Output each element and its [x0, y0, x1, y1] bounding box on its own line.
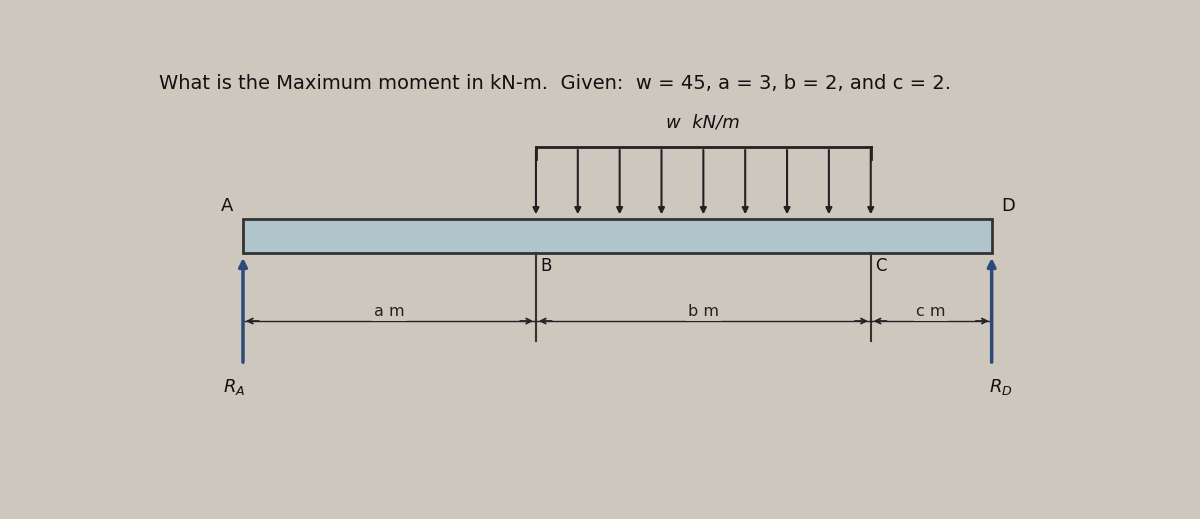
Text: What is the Maximum moment in kN-m.  Given:  w = 45, a = 3, b = 2, and c = 2.: What is the Maximum moment in kN-m. Give…	[160, 74, 952, 93]
Text: $R_A$: $R_A$	[222, 377, 245, 397]
Text: a m: a m	[374, 304, 404, 319]
Text: A: A	[221, 197, 234, 215]
Text: B: B	[540, 257, 552, 275]
Text: $R_D$: $R_D$	[989, 377, 1013, 397]
Text: w  kN/m: w kN/m	[666, 113, 740, 131]
Text: C: C	[876, 257, 887, 275]
Text: b m: b m	[688, 304, 719, 319]
Text: D: D	[1001, 197, 1015, 215]
Bar	[242, 219, 991, 253]
Text: c m: c m	[917, 304, 946, 319]
